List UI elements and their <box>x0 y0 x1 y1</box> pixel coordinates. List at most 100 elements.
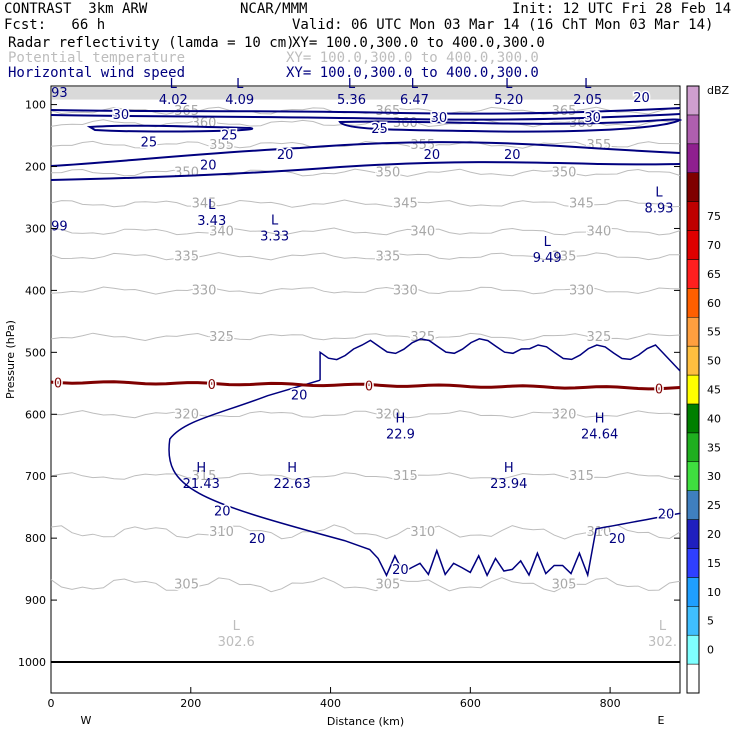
extremum-marker: L <box>208 198 216 213</box>
extremum-marker: L <box>411 77 419 92</box>
wind-contour-label: 30 <box>113 108 130 123</box>
edge-value-label: 93 <box>51 86 68 101</box>
colorbar-level: 10 <box>707 586 721 599</box>
colorbar-level: 15 <box>707 557 721 570</box>
theta-contour-label: 310 <box>209 525 234 540</box>
theta-contour-line <box>50 332 681 342</box>
theta-contour-label: 365 <box>375 104 400 119</box>
colorbar-level: 55 <box>707 326 721 339</box>
wind-contour-label: 20 <box>633 91 650 106</box>
extremum-value: 3.43 <box>197 214 226 229</box>
edge-value-label: 99 <box>51 219 68 234</box>
theta-contour-line <box>50 524 681 540</box>
colorbar-swatch <box>686 143 700 173</box>
theta-dense-band <box>52 87 679 100</box>
wind-contour-label: 20 <box>277 148 294 163</box>
x-tick-label: 600 <box>460 697 481 710</box>
extremum-value: 5.20 <box>494 93 523 108</box>
colorbar-level: 25 <box>707 499 721 512</box>
wind-contour-label: 20 <box>504 148 521 163</box>
colorbar-swatch <box>686 345 700 376</box>
extremum-marker: L <box>505 77 513 92</box>
extremum-value: 23.94 <box>490 477 527 492</box>
y-tick-label: 200 <box>25 161 46 174</box>
theta-contour-line <box>50 227 681 236</box>
theta-contour-label: 305 <box>375 578 400 593</box>
extremum-value: 302. <box>648 635 677 650</box>
org-label: NCAR/MMM <box>240 1 308 17</box>
theta-contour-label: 325 <box>209 330 234 345</box>
extremum-value: 9.49 <box>533 251 562 266</box>
theta-contour-label: 360 <box>192 116 217 131</box>
theta-contour-label: 315 <box>393 469 418 484</box>
extremum-marker: H <box>595 412 605 427</box>
colorbar-level: 5 <box>707 615 714 628</box>
theta-contour-label: 315 <box>192 469 217 484</box>
y-tick-label: 500 <box>25 346 46 359</box>
field-xy-theta: XY= 100.0,300.0 to 400.0,300.0 <box>286 50 539 66</box>
x-tick-label: 0 <box>48 697 55 710</box>
theta-contour-label: 330 <box>393 283 418 298</box>
theta-contour-label: 365 <box>552 104 577 119</box>
extremum-value: 3.33 <box>260 229 289 244</box>
field-xy-wind: XY= 100.0,300.0 to 400.0,300.0 <box>286 65 539 81</box>
colorbar-swatch <box>686 230 700 260</box>
field-xy-reflectivity: XY= 100.0,300.0 to 400.0,300.0 <box>292 35 545 51</box>
y-tick-label: 600 <box>25 408 46 421</box>
plot-area <box>50 85 681 694</box>
extremum-value: 4.09 <box>225 93 254 108</box>
colorbar-level: 70 <box>707 239 721 252</box>
colorbar-level: 35 <box>707 441 721 454</box>
wind-contour-label: 20 <box>291 388 308 403</box>
colorbar-swatch <box>686 85 700 116</box>
theta-contour-label: 350 <box>174 166 199 181</box>
theta-contour-line <box>50 168 681 177</box>
wind-contour-label: 25 <box>141 136 158 151</box>
y-axis-label: Pressure (hPa) <box>4 320 17 399</box>
colorbar-swatch <box>686 634 700 665</box>
extremum-marker: L <box>236 77 244 92</box>
theta-contour-label: 335 <box>552 249 577 264</box>
theta-contour-line <box>50 410 681 419</box>
freezing-level-label: 0 <box>655 382 663 397</box>
colorbar-level: 30 <box>707 470 721 483</box>
extremum-marker: H <box>396 412 406 427</box>
extremum-marker: H <box>196 461 206 476</box>
theta-contour-line <box>50 252 681 261</box>
wind-contour-label: 20 <box>392 563 409 578</box>
extremum-marker: L <box>170 77 178 92</box>
theta-contour-line <box>50 286 681 295</box>
extremum-value: 2.05 <box>573 93 602 108</box>
wind-contour-line <box>50 161 681 181</box>
freezing-level-label: 0 <box>208 378 216 393</box>
theta-contour-label: 355 <box>587 138 612 153</box>
theta-contour-label: 320 <box>375 407 400 422</box>
theta-contour-label: 335 <box>174 249 199 264</box>
theta-contour-label: 340 <box>209 225 234 240</box>
colorbar-swatch <box>686 490 700 520</box>
theta-contour-label: 350 <box>552 166 577 181</box>
colorbar-swatch <box>686 172 700 202</box>
colorbar-swatch <box>686 201 700 231</box>
wind-contour-label: 20 <box>609 532 626 547</box>
x-tick-label: 800 <box>600 697 621 710</box>
wind-contour-line <box>338 118 683 133</box>
wind-contour-line <box>50 113 681 121</box>
colorbar-swatch <box>686 461 700 491</box>
theta-contour-line <box>50 577 681 593</box>
colorbar-swatch <box>686 374 700 405</box>
theta-contour-label: 325 <box>587 330 612 345</box>
wind-contour-label: 25 <box>371 122 388 137</box>
colorbar-level: 65 <box>707 268 721 281</box>
wind-contour-label: 20 <box>424 148 441 163</box>
theta-contour-label: 345 <box>569 197 594 212</box>
extremum-marker: L <box>584 77 592 92</box>
colorbar-swatch <box>686 316 700 347</box>
colorbar-swatch <box>686 663 700 694</box>
y-tick-label: 800 <box>25 532 46 545</box>
wind-contour-label: 20 <box>658 507 675 522</box>
colorbar-level: 40 <box>707 412 721 425</box>
theta-contour-line <box>50 106 681 115</box>
x-end-label-left: W <box>81 714 92 727</box>
forecast-hour: Fcst: 66 h <box>4 17 106 33</box>
